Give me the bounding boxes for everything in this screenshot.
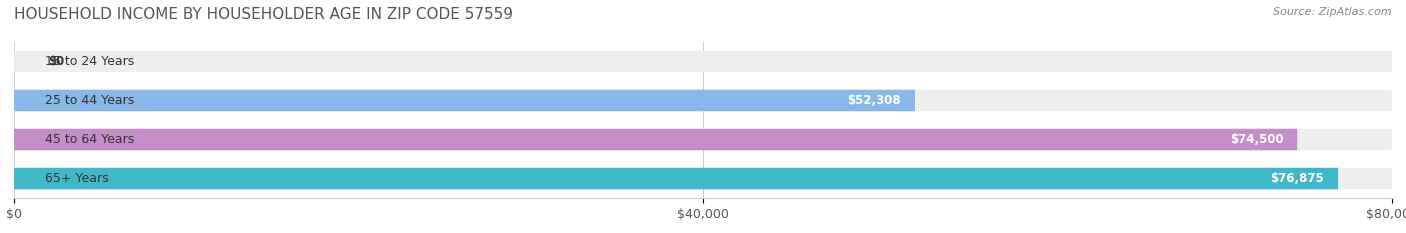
Text: 45 to 64 Years: 45 to 64 Years	[45, 133, 135, 146]
FancyBboxPatch shape	[14, 90, 1392, 111]
Text: $76,875: $76,875	[1271, 172, 1324, 185]
Text: 25 to 44 Years: 25 to 44 Years	[45, 94, 135, 107]
Text: 15 to 24 Years: 15 to 24 Years	[45, 55, 135, 68]
Text: HOUSEHOLD INCOME BY HOUSEHOLDER AGE IN ZIP CODE 57559: HOUSEHOLD INCOME BY HOUSEHOLDER AGE IN Z…	[14, 7, 513, 22]
FancyBboxPatch shape	[14, 168, 1339, 189]
FancyBboxPatch shape	[14, 51, 1392, 72]
Text: $52,308: $52,308	[848, 94, 901, 107]
FancyBboxPatch shape	[14, 129, 1298, 150]
Text: 65+ Years: 65+ Years	[45, 172, 108, 185]
FancyBboxPatch shape	[14, 129, 1392, 150]
Text: $74,500: $74,500	[1230, 133, 1284, 146]
Text: $0: $0	[48, 55, 65, 68]
FancyBboxPatch shape	[14, 90, 915, 111]
Text: Source: ZipAtlas.com: Source: ZipAtlas.com	[1274, 7, 1392, 17]
FancyBboxPatch shape	[14, 168, 1392, 189]
